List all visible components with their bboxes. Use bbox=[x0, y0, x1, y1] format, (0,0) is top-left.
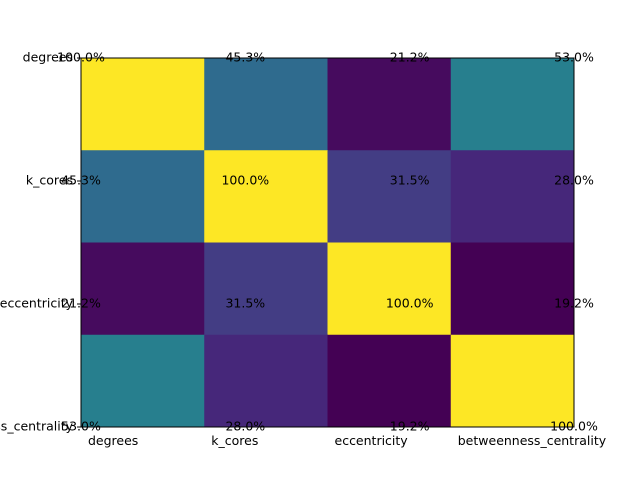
cell-value-label: 100.0% bbox=[386, 296, 434, 311]
cell-value-label: 28.0% bbox=[554, 173, 594, 188]
y-axis: degrees k_cores eccentricity betweenness_ce… bbox=[0, 50, 81, 434]
heatmap-cell bbox=[81, 58, 205, 151]
heatmap-cell bbox=[450, 58, 575, 151]
x-tick-label: betweenness_centrality bbox=[458, 433, 607, 448]
x-axis: degrees k_cores eccentricity betweenness_ce… bbox=[88, 433, 607, 448]
heatmap-cell bbox=[450, 242, 575, 336]
heatmap-cell bbox=[81, 150, 205, 243]
cell-value-label: 100.0% bbox=[57, 50, 105, 65]
heatmap-cell bbox=[327, 242, 452, 336]
heatmap-cell bbox=[204, 150, 328, 243]
heatmap-cell bbox=[450, 150, 575, 243]
cell-value-label: 31.5% bbox=[225, 296, 265, 311]
cell-value-label: 53.0% bbox=[61, 419, 101, 434]
cell-value-labels: 100.0% 45.3% 21.2% 53.0% 45.3% 100.0% 31.5% 28.… bbox=[57, 50, 598, 434]
x-tick-label: eccentricity bbox=[335, 433, 409, 448]
cell-value-label: 45.3% bbox=[61, 173, 101, 188]
heatmap-cell bbox=[450, 334, 575, 428]
x-tick-label: k_cores bbox=[211, 433, 258, 448]
cell-value-label: 28.0% bbox=[225, 419, 265, 434]
heatmap-cell bbox=[81, 242, 205, 336]
cell-value-label: 19.2% bbox=[390, 419, 430, 434]
cell-value-label: 31.5% bbox=[390, 173, 430, 188]
x-tick-label: degrees bbox=[88, 433, 138, 448]
heatmap-cell bbox=[327, 150, 452, 243]
cell-value-label: 21.2% bbox=[61, 296, 101, 311]
cell-value-label: 100.0% bbox=[550, 419, 598, 434]
y-tick-label: degrees bbox=[23, 50, 73, 65]
cell-value-label: 21.2% bbox=[390, 50, 430, 65]
heatmap-cell bbox=[204, 334, 328, 428]
heatmap-cell bbox=[204, 242, 328, 336]
cell-value-label: 53.0% bbox=[554, 50, 594, 65]
heatmap-cell bbox=[327, 334, 452, 428]
heatmap-cell bbox=[81, 334, 205, 428]
heatmap-cells bbox=[81, 58, 575, 428]
y-tick-label: eccentricity bbox=[0, 296, 74, 311]
y-tick-label: k_cores bbox=[26, 173, 73, 188]
cell-value-label: 19.2% bbox=[554, 296, 594, 311]
cell-value-label: 45.3% bbox=[225, 50, 265, 65]
heatmap-cell bbox=[204, 58, 328, 151]
heatmap-cell bbox=[327, 58, 452, 151]
y-tick-label: betweenness_centrality bbox=[0, 419, 74, 434]
cell-value-label: 100.0% bbox=[221, 173, 269, 188]
plot-frame bbox=[80, 57, 575, 428]
